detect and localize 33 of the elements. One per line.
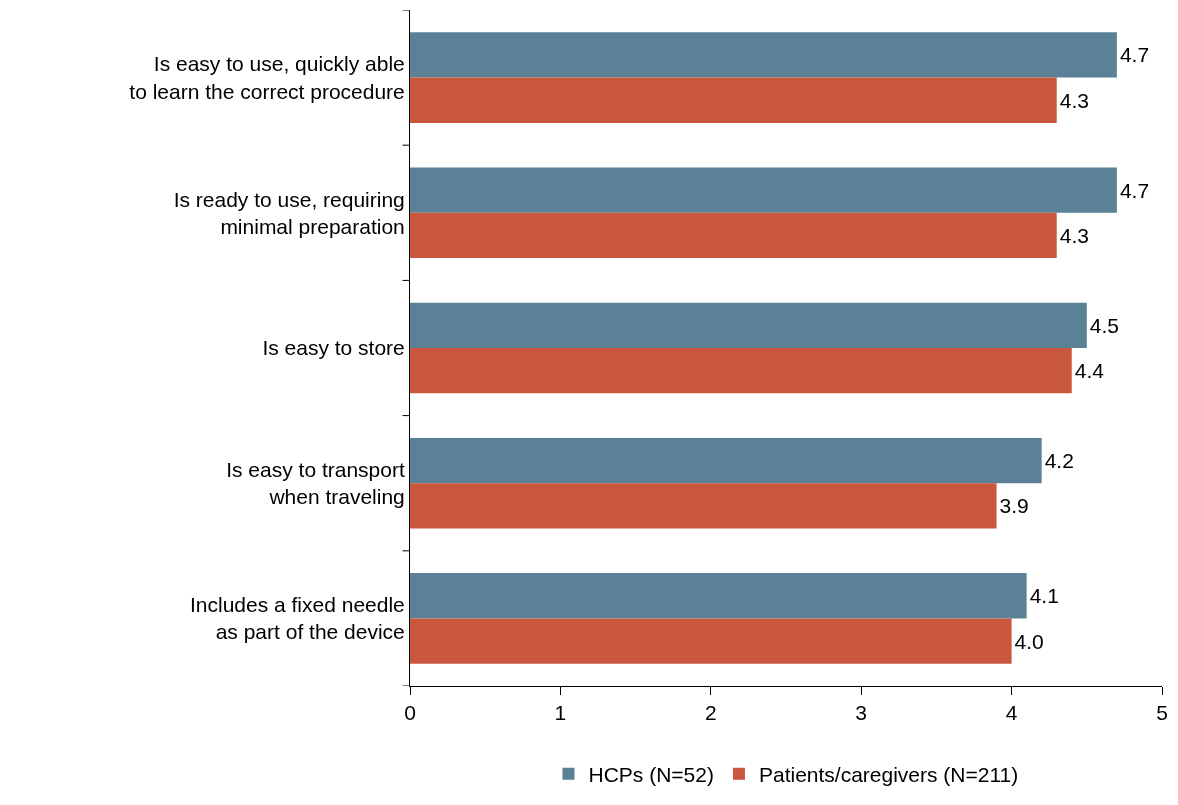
data-label: 4.7 [1119, 43, 1150, 67]
data-label: 4.2 [1044, 449, 1074, 473]
bar [410, 302, 1087, 348]
data-label: 4.3 [1059, 223, 1089, 247]
data-label: 4.4 [1074, 359, 1105, 383]
data-label: 4.3 [1059, 88, 1089, 112]
bar [410, 32, 1117, 78]
x-tick-label: 2 [704, 701, 717, 725]
x-tick-label: 3 [855, 701, 868, 725]
legend-label: HCPs (N=52) [588, 762, 714, 786]
legend-label: Patients/caregivers (N=211) [758, 762, 1019, 786]
data-label: 3.9 [999, 494, 1029, 518]
bar [410, 618, 1012, 664]
bar [410, 483, 997, 529]
x-tick-label: 5 [1156, 701, 1168, 725]
bar [410, 348, 1072, 394]
y-tick-label: Includes a fixed needle as part of the device [189, 593, 405, 644]
data-label: 4.1 [1029, 584, 1059, 608]
x-tick-label: 1 [554, 701, 567, 725]
bar [410, 77, 1057, 123]
data-label: 4.5 [1089, 313, 1119, 337]
data-label: 4.7 [1119, 178, 1150, 202]
y-tick-label: Is easy to use, quickly able to learn the correct procedure [129, 52, 405, 103]
y-tick-label: Is ready to use, requiring minimal preparation [173, 187, 405, 238]
y-tick-label: Is easy to store [262, 336, 405, 360]
bar [410, 167, 1117, 213]
x-tick-label: 0 [404, 701, 416, 725]
x-tick-label: 4 [1005, 701, 1018, 725]
bar [410, 212, 1057, 259]
bar [410, 573, 1027, 619]
bar [410, 437, 1042, 484]
data-label: 4.0 [1014, 629, 1044, 653]
y-tick-label: Is easy to transport when traveling [226, 457, 405, 509]
